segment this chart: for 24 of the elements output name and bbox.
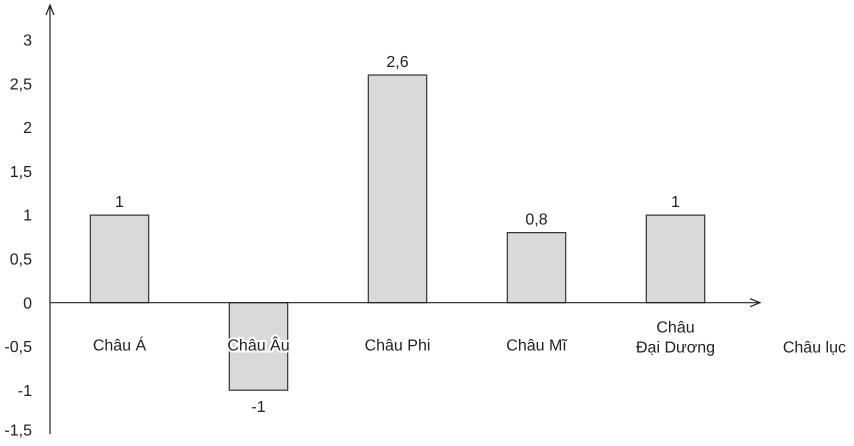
bar <box>506 232 566 304</box>
x-tick-label: Châu Mĩ <box>506 338 568 355</box>
y-tick-label: 0 <box>23 295 32 312</box>
data-label: 2,6 <box>386 54 409 72</box>
x-tick-label: Châu Đại Dương <box>636 320 716 357</box>
data-label: 0,8 <box>525 212 548 229</box>
y-tick-label: 3 <box>23 32 32 50</box>
x-tick-label: Châu Á <box>92 336 147 355</box>
bar <box>90 214 150 304</box>
y-tick-label: -1,5 <box>4 422 32 440</box>
data-label: 1 <box>671 194 680 212</box>
y-tick-label: -1 <box>18 382 32 400</box>
y-tick-label: 0,5 <box>10 252 32 268</box>
data-label: -1 <box>251 399 266 416</box>
x-tick-label: Châu Phi <box>364 338 430 355</box>
y-tick-label: 2 <box>23 120 32 138</box>
x-axis-title: Châu lục <box>782 340 846 357</box>
bar <box>646 214 706 304</box>
y-tick-label: -0,5 <box>4 339 32 356</box>
data-label: 1 <box>115 194 124 212</box>
y-tick-label: 2,5 <box>10 76 32 94</box>
y-tick-label: 1,5 <box>10 164 32 181</box>
bar <box>368 74 428 304</box>
y-tick-label: 1 <box>23 208 32 225</box>
